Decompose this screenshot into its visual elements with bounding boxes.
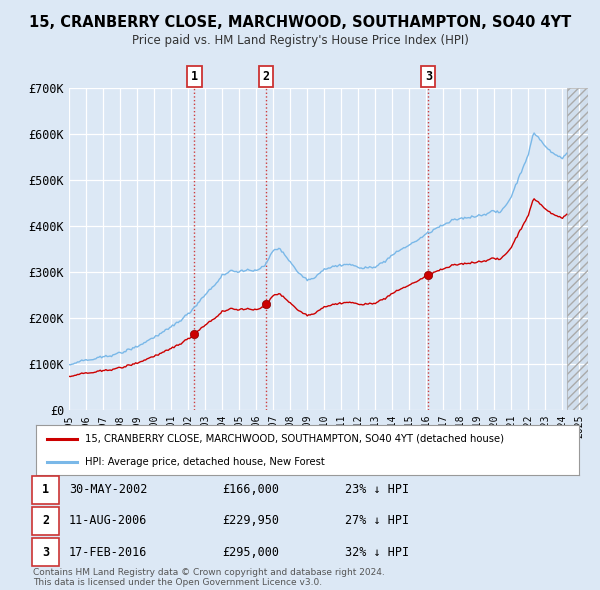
Text: HPI: Average price, detached house, New Forest: HPI: Average price, detached house, New … bbox=[85, 457, 325, 467]
Text: 15, CRANBERRY CLOSE, MARCHWOOD, SOUTHAMPTON, SO40 4YT (detached house): 15, CRANBERRY CLOSE, MARCHWOOD, SOUTHAMP… bbox=[85, 434, 504, 444]
Text: £295,000: £295,000 bbox=[222, 546, 279, 559]
Text: 15, CRANBERRY CLOSE, MARCHWOOD, SOUTHAMPTON, SO40 4YT: 15, CRANBERRY CLOSE, MARCHWOOD, SOUTHAMP… bbox=[29, 15, 571, 30]
Text: 1: 1 bbox=[42, 483, 49, 496]
Text: 1: 1 bbox=[191, 70, 198, 83]
Text: 30-MAY-2002: 30-MAY-2002 bbox=[69, 483, 148, 496]
Text: 2: 2 bbox=[263, 70, 270, 83]
Text: 3: 3 bbox=[42, 546, 49, 559]
Text: 3: 3 bbox=[425, 70, 432, 83]
Text: Price paid vs. HM Land Registry's House Price Index (HPI): Price paid vs. HM Land Registry's House … bbox=[131, 34, 469, 47]
Text: 32% ↓ HPI: 32% ↓ HPI bbox=[345, 546, 409, 559]
Text: 11-AUG-2006: 11-AUG-2006 bbox=[69, 514, 148, 527]
Bar bbox=[567, 88, 588, 410]
Bar bbox=[567, 88, 588, 410]
Text: £229,950: £229,950 bbox=[222, 514, 279, 527]
Text: Contains HM Land Registry data © Crown copyright and database right 2024.
This d: Contains HM Land Registry data © Crown c… bbox=[33, 568, 385, 587]
Text: 17-FEB-2016: 17-FEB-2016 bbox=[69, 546, 148, 559]
Text: 27% ↓ HPI: 27% ↓ HPI bbox=[345, 514, 409, 527]
Text: 23% ↓ HPI: 23% ↓ HPI bbox=[345, 483, 409, 496]
Text: £166,000: £166,000 bbox=[222, 483, 279, 496]
Text: 2: 2 bbox=[42, 514, 49, 527]
